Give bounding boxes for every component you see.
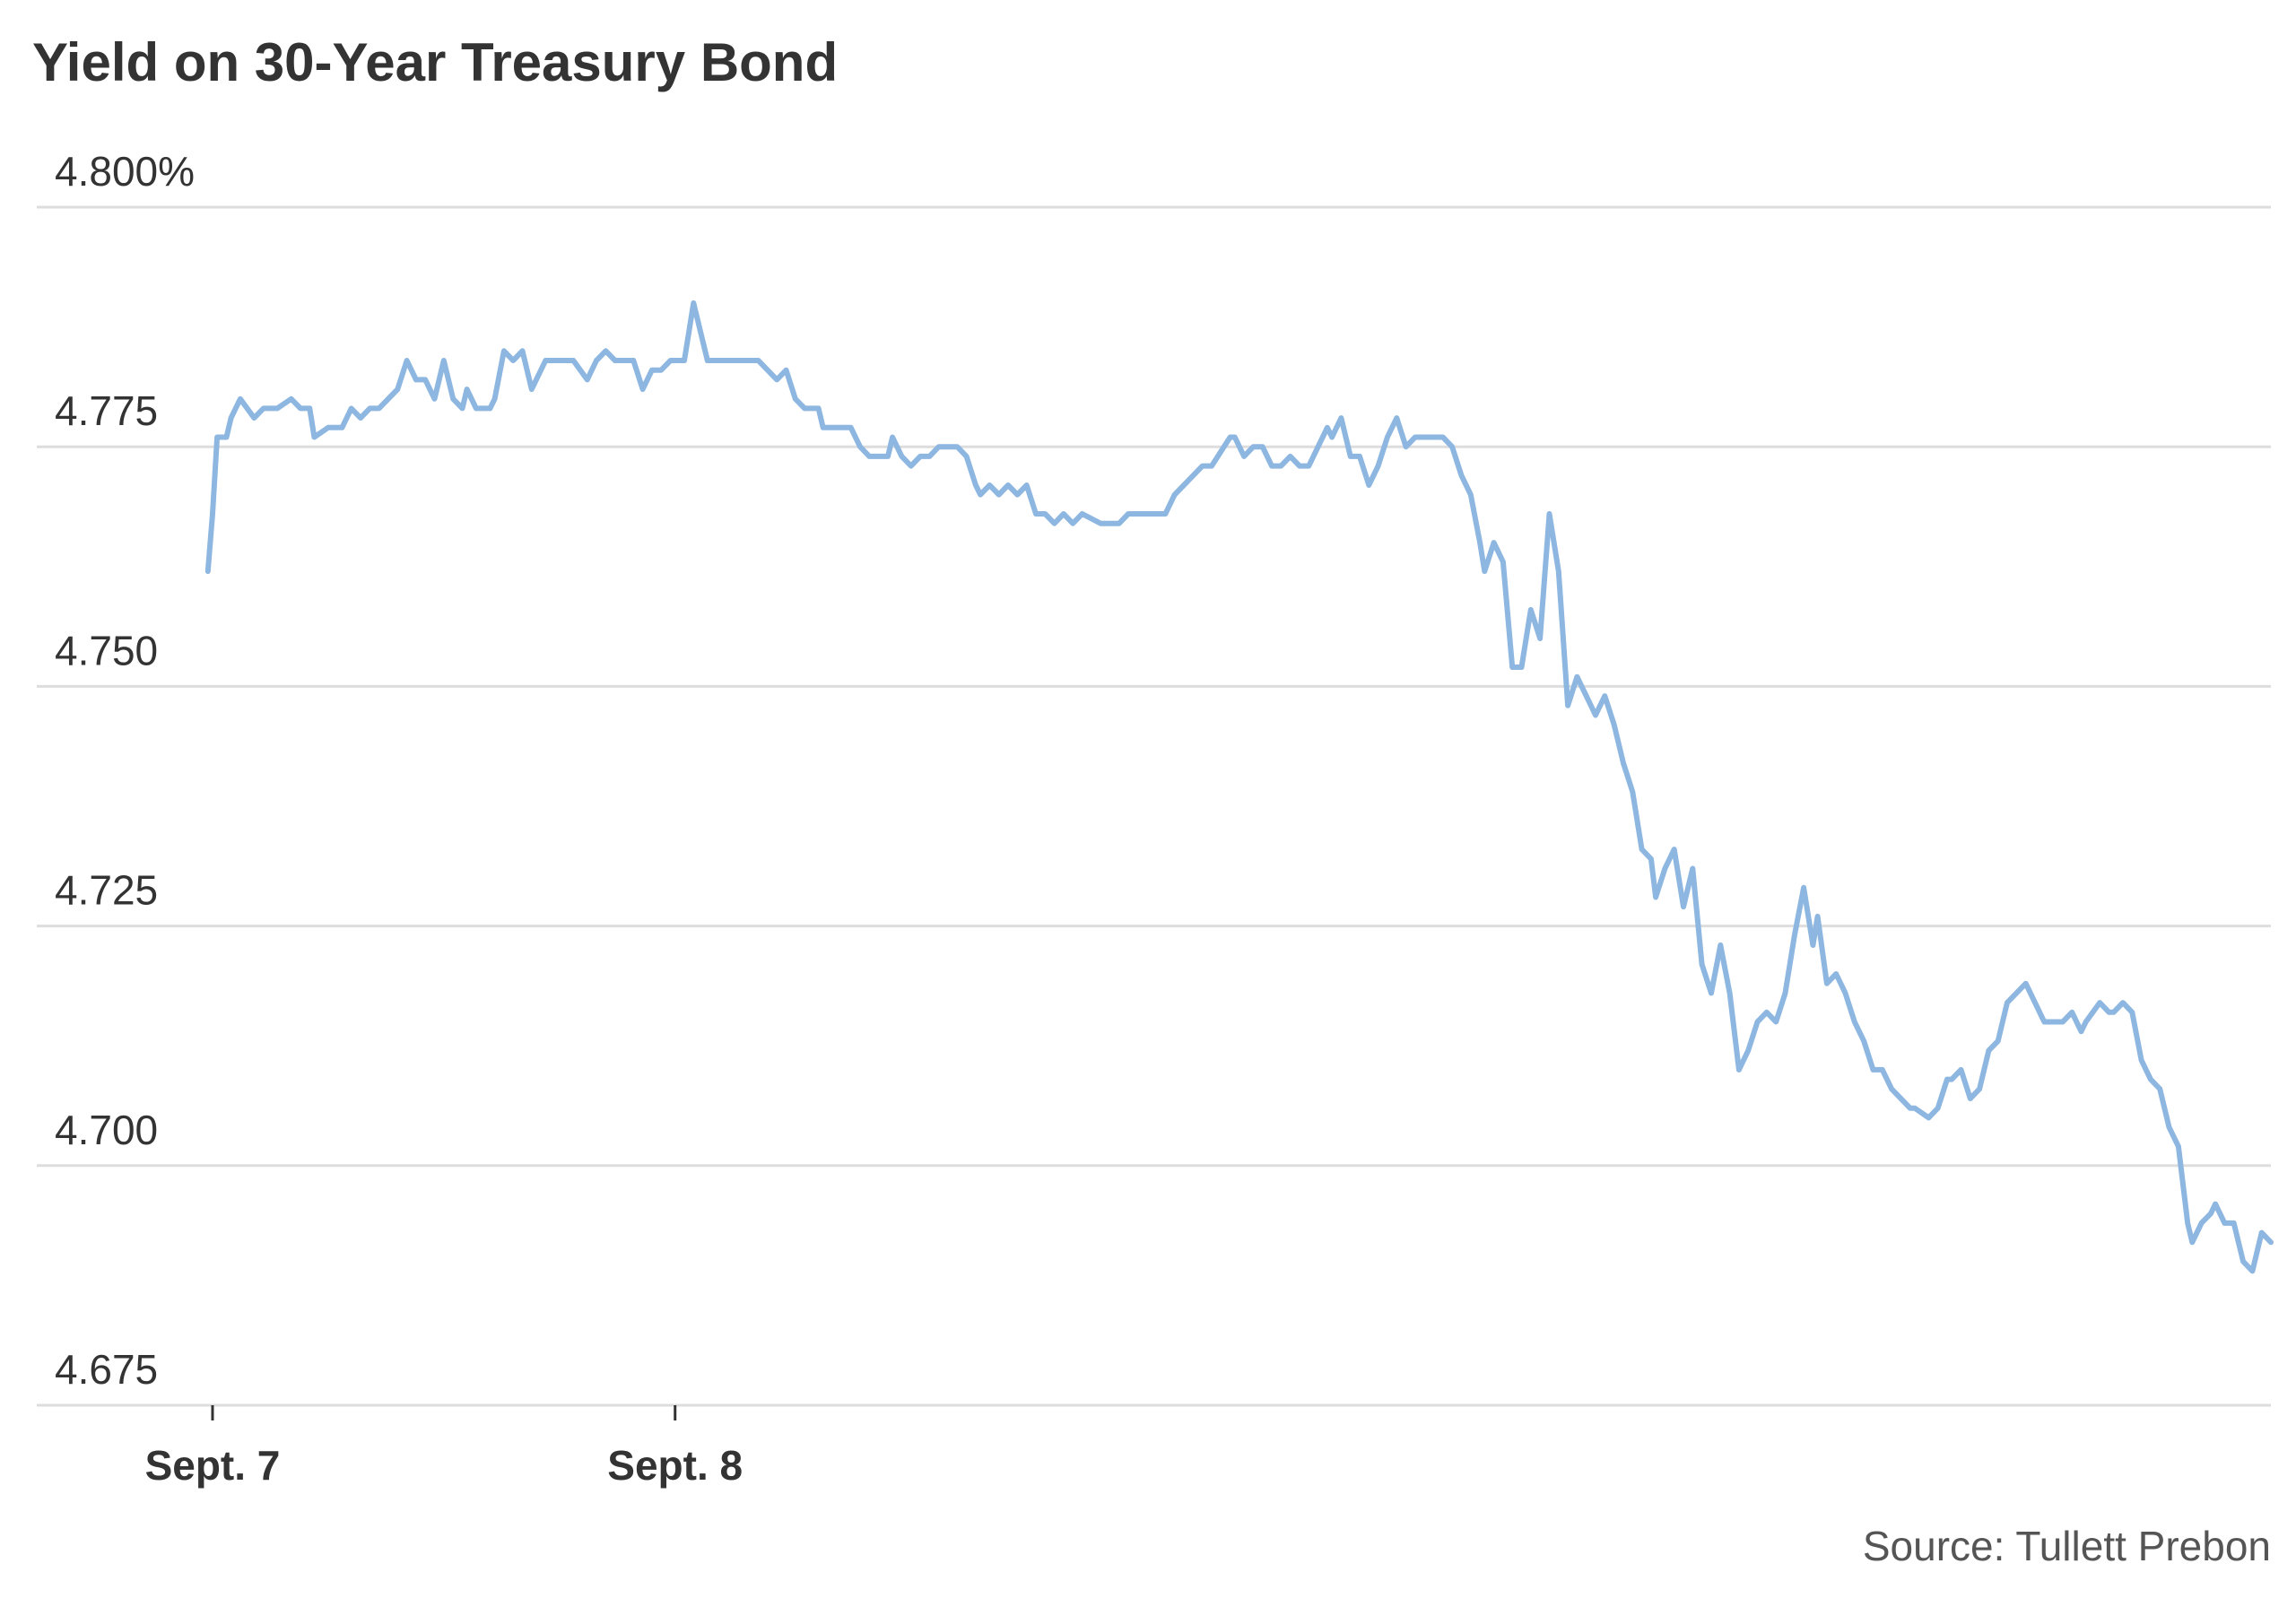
source-note: Source: Tullett Prebon [1863, 1523, 2271, 1569]
yield-line [204, 300, 2274, 1274]
y-tick-label: 4.725 [55, 867, 158, 914]
x-tick-label: Sept. 8 [607, 1442, 743, 1489]
x-tick-label: Sept. 7 [145, 1442, 281, 1489]
chart-title: Yield on 30-Year Treasury Bond [32, 32, 838, 92]
y-tick-label: 4.800% [55, 148, 195, 195]
y-tick-label: 4.750 [55, 627, 158, 673]
y-tick-label: 4.675 [55, 1346, 158, 1393]
y-tick-label: 4.700 [55, 1107, 158, 1153]
y-tick-label: 4.775 [55, 387, 158, 434]
